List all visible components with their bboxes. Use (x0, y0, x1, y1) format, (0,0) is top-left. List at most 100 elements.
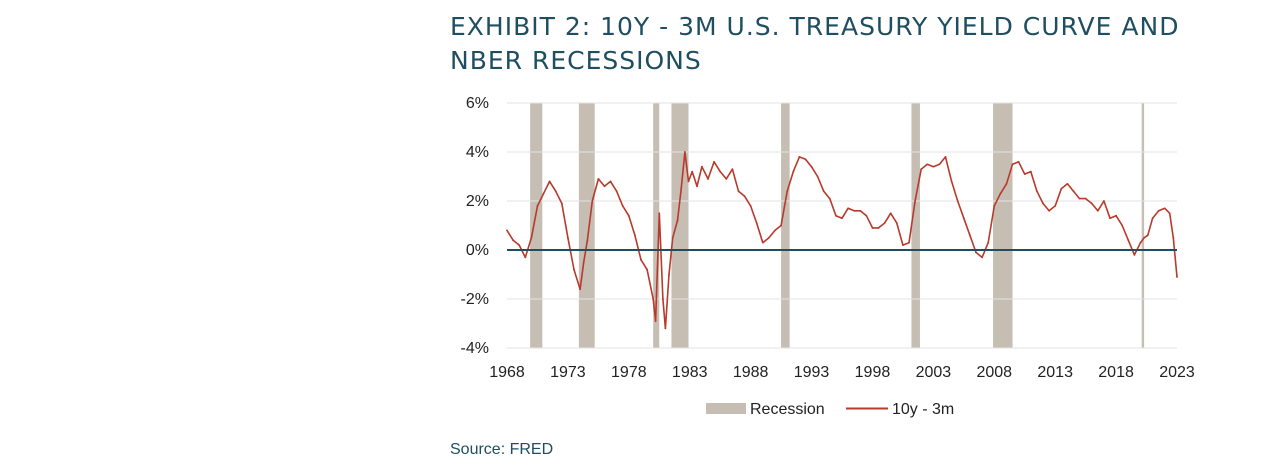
recession-bands (530, 103, 1145, 348)
recession-band-4 (781, 103, 790, 348)
y-axis-ticks: 6% 4% 2% 0% -2% -4% (461, 95, 489, 357)
recession-band-5 (911, 103, 920, 348)
series-point (1096, 209, 1099, 212)
series-point (1005, 182, 1008, 185)
legend-swatch-recession (706, 403, 746, 414)
series-point (554, 190, 557, 193)
legend-label-series: 10y - 3m (892, 401, 954, 418)
y-tick-label: -4% (461, 340, 489, 357)
series-point (579, 288, 581, 291)
recession-band-1 (578, 103, 595, 348)
series-point (676, 219, 679, 222)
series-point (662, 298, 664, 300)
x-tick-label: 2003 (916, 364, 952, 381)
series-point (668, 273, 670, 276)
series-point (768, 236, 770, 239)
series-point (506, 229, 508, 232)
series-point (962, 217, 965, 220)
series-point (1168, 212, 1171, 215)
x-tick-label: 1983 (672, 364, 708, 381)
series-point (1011, 163, 1014, 166)
series-point (1146, 234, 1149, 237)
recession-band-0 (530, 103, 543, 348)
series-point (871, 227, 874, 229)
recession-band-6 (993, 103, 1013, 348)
recession-band-2 (653, 103, 660, 348)
x-tick-label: 1993 (794, 364, 830, 381)
series-point (573, 268, 575, 271)
series-point (920, 168, 923, 171)
series-point (1072, 190, 1075, 193)
series-point (926, 163, 929, 166)
series-point (1109, 217, 1111, 220)
series-point (731, 168, 734, 171)
series-point (725, 178, 728, 180)
series-point (615, 190, 618, 193)
series-point (1048, 209, 1050, 212)
series-point (877, 227, 880, 229)
series-point (1103, 200, 1105, 202)
series-point (859, 209, 862, 212)
chart-title-line-1: EXHIBIT 2: 10Y - 3M U.S. TREASURY YIELD … (450, 12, 1180, 41)
series-point (627, 214, 630, 217)
chart-title: EXHIBIT 2: 10Y - 3M U.S. TREASURY YIELD … (450, 10, 1210, 78)
series-point (1042, 202, 1044, 205)
series-point (603, 185, 606, 188)
series-point (1078, 197, 1081, 200)
series-point (835, 214, 837, 217)
y-tick-label: 0% (466, 242, 489, 259)
series-point (993, 205, 996, 207)
x-tick-label: 1973 (550, 364, 586, 381)
series-point (822, 190, 825, 193)
series-point (853, 209, 856, 212)
series-point (597, 178, 600, 180)
series-point (640, 258, 642, 261)
series-point (719, 170, 722, 173)
x-tick-label: 1978 (611, 364, 647, 381)
x-tick-label: 1998 (855, 364, 891, 381)
x-tick-label: 2018 (1098, 364, 1134, 381)
series-point (518, 244, 521, 247)
series-point (646, 268, 648, 271)
series-point (542, 192, 545, 195)
series-point (652, 298, 655, 300)
series-point (1133, 254, 1136, 256)
series-point (889, 212, 892, 215)
series-point (743, 195, 746, 198)
series-point (1151, 217, 1154, 220)
series-point (696, 185, 698, 188)
series-point (1176, 276, 1178, 278)
series-point (1157, 209, 1160, 212)
series-point (938, 163, 941, 166)
gridlines (507, 102, 1177, 349)
y-tick-label: 4% (466, 144, 489, 161)
series-point (798, 156, 801, 158)
series-point (932, 165, 935, 168)
y-tick-label: 2% (466, 193, 489, 210)
series-point (683, 151, 686, 153)
legend-label-recession: Recession (750, 401, 825, 418)
series-point (713, 160, 715, 163)
series-point (701, 165, 703, 168)
series-point (792, 170, 795, 173)
series-point (816, 175, 819, 178)
series-point (1084, 197, 1087, 200)
series-point (987, 241, 990, 244)
series-point (530, 236, 533, 239)
series-point (828, 197, 831, 200)
series-point (512, 239, 514, 242)
y-tick-label: 6% (466, 95, 489, 112)
series-point (865, 214, 868, 217)
series-point (691, 170, 694, 173)
x-axis-ticks: 1968 1973 1978 1983 1988 1993 1998 2003 2008 2013… (489, 364, 1195, 381)
series-point (654, 320, 657, 322)
series-point (975, 251, 977, 254)
x-tick-label: 2008 (976, 364, 1012, 381)
series-point (536, 205, 539, 207)
series-point (658, 212, 661, 215)
series-point (1017, 160, 1020, 163)
series-layer (506, 151, 1178, 330)
series-point (1090, 202, 1093, 205)
series-point (810, 165, 813, 168)
